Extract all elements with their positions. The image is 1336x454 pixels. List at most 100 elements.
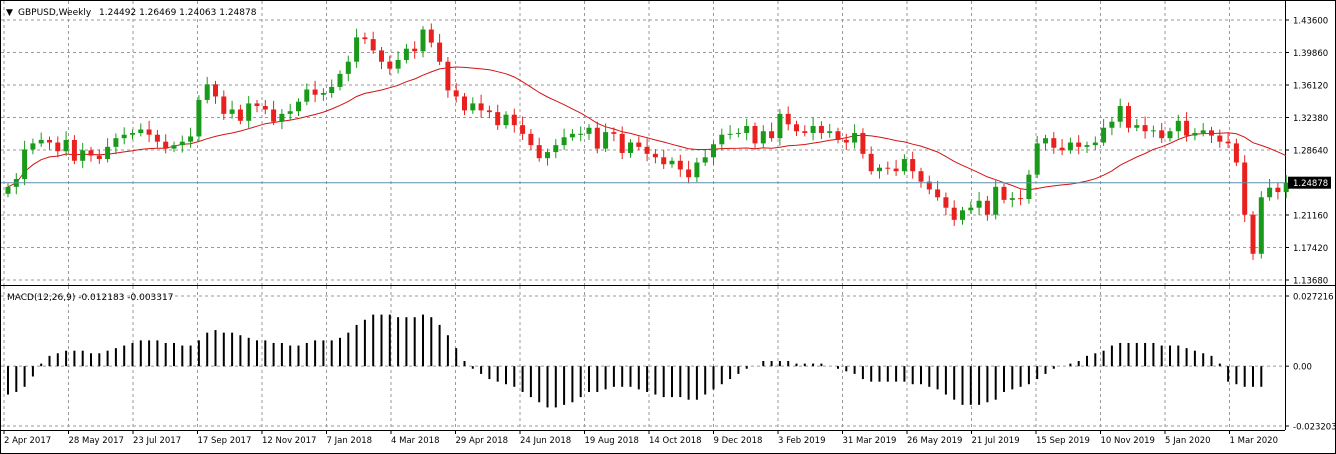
- candle-body: [711, 144, 716, 158]
- candle-body: [254, 103, 260, 107]
- candle: [304, 83, 310, 106]
- candle-body: [511, 114, 517, 126]
- candle: [835, 127, 841, 144]
- macd-tick-label: -0.023203: [1293, 423, 1336, 433]
- candle-body: [262, 106, 268, 110]
- candle-body: [1275, 187, 1281, 193]
- candle-body: [777, 113, 783, 139]
- candle-body: [860, 132, 866, 154]
- candle: [287, 103, 293, 120]
- candle-body: [1217, 135, 1223, 142]
- candle: [229, 100, 235, 119]
- candle: [702, 149, 708, 166]
- candle-body: [661, 157, 667, 165]
- candle: [146, 120, 152, 143]
- candle: [188, 127, 194, 148]
- candle-body: [1043, 138, 1048, 144]
- candle-body: [1250, 214, 1256, 254]
- candle-body: [528, 133, 534, 146]
- candle: [296, 98, 301, 117]
- candle: [271, 100, 277, 126]
- price-tick-label: 1.43600: [1293, 17, 1328, 27]
- candle-body: [918, 171, 924, 182]
- candle-body: [951, 207, 957, 220]
- candle: [1101, 119, 1107, 147]
- candle: [586, 124, 592, 140]
- candle-body: [802, 131, 808, 133]
- candle-body: [38, 139, 44, 144]
- candle-body: [138, 129, 144, 133]
- price-axis: 1.43600 1.39860 1.36120 1.32380 1.28640 1.211…: [1285, 17, 1336, 433]
- time-tick-label: 14 Oct 2018: [649, 436, 702, 446]
- candle: [55, 136, 61, 158]
- candle-body: [984, 200, 990, 215]
- candle-body: [495, 112, 501, 126]
- candle-body: [852, 132, 858, 143]
- candle-body: [744, 126, 750, 133]
- candle: [843, 133, 849, 150]
- candle-body: [403, 48, 409, 60]
- candle: [113, 133, 119, 155]
- candle-body: [910, 159, 916, 172]
- candle: [968, 201, 974, 214]
- time-tick-label: 19 Aug 2018: [585, 436, 639, 446]
- candle-body: [545, 152, 550, 159]
- candle: [578, 126, 584, 142]
- time-tick-label: 4 Mar 2018: [391, 436, 439, 446]
- candle: [221, 90, 227, 120]
- candle: [1067, 137, 1073, 154]
- candle-body: [30, 143, 36, 150]
- candle-body: [296, 101, 301, 112]
- candle: [1059, 139, 1065, 156]
- candle: [727, 125, 733, 140]
- candle: [130, 129, 135, 140]
- symbol-info: ▼ GBPUSD,Weekly 1.24492 1.26469 1.24063 …: [6, 8, 257, 18]
- candle-body: [55, 142, 61, 152]
- candle-body: [1084, 145, 1090, 147]
- candle: [594, 121, 600, 154]
- candle: [794, 120, 799, 137]
- candle: [379, 46, 384, 70]
- candle-body: [926, 181, 932, 190]
- candle: [561, 128, 567, 150]
- time-tick-label: 2 Apr 2017: [4, 436, 51, 446]
- candle: [387, 55, 393, 75]
- candle: [611, 127, 617, 142]
- candle-body: [935, 189, 941, 198]
- candle-body: [304, 89, 310, 102]
- candle-body: [702, 157, 708, 163]
- candle-body: [594, 127, 600, 149]
- time-axis: 2 Apr 2017 28 May 2017 23 Jul 2017 17 Sep 2…: [3, 430, 1278, 446]
- candle: [943, 192, 949, 216]
- candle: [262, 99, 268, 115]
- candle-body: [553, 145, 559, 153]
- candle: [553, 139, 559, 159]
- candle-body: [943, 197, 949, 208]
- candle-body: [652, 153, 658, 158]
- candle-body: [752, 126, 758, 144]
- candle: [735, 128, 741, 138]
- candle-body: [204, 84, 210, 100]
- time-tick-label: 7 Jan 2018: [327, 436, 373, 446]
- time-tick-label: 9 Dec 2018: [714, 436, 763, 446]
- candle-body: [1175, 120, 1181, 132]
- candle: [204, 76, 210, 104]
- candle: [926, 175, 932, 195]
- time-tick-label: 15 Sep 2019: [1036, 436, 1090, 446]
- candle: [47, 136, 52, 150]
- time-tick-label: 12 Nov 2017: [262, 436, 316, 446]
- candle: [154, 129, 160, 148]
- candle-body: [63, 139, 69, 152]
- candle: [1150, 125, 1156, 138]
- candle: [752, 122, 758, 150]
- candle-body: [1242, 162, 1248, 215]
- candle: [503, 111, 509, 129]
- candle-body: [1109, 121, 1115, 128]
- time-tick-label: 10 Nov 2019: [1101, 436, 1155, 446]
- candle: [213, 80, 218, 104]
- candle-body: [96, 155, 102, 160]
- candle-body: [1159, 130, 1165, 139]
- dropdown-arrow-icon[interactable]: ▼: [6, 8, 13, 18]
- candle-body: [1059, 147, 1065, 151]
